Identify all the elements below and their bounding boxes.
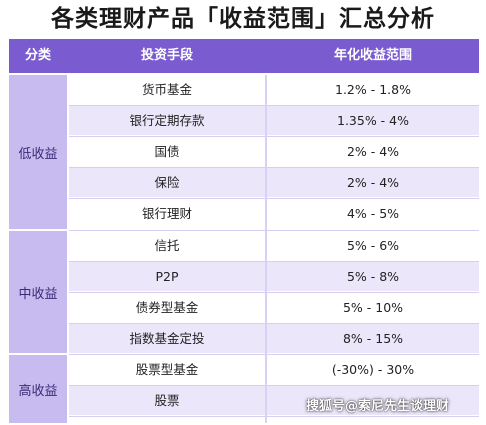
table-row: 国债 2% - 4% <box>69 137 479 166</box>
range-cell: (-30%) - 30% <box>331 362 415 377</box>
header-range: 年化收益范围 <box>333 48 412 63</box>
row-divider <box>69 354 479 355</box>
range-cell: 5% - 6% <box>346 238 400 253</box>
table-row: 股票型基金 (-30%) - 30% <box>69 355 479 384</box>
row-divider <box>69 261 479 262</box>
method-cell: 股票 <box>154 393 180 408</box>
method-cell: 银行理财 <box>141 206 192 221</box>
range-cell: 5% - 10% <box>342 300 404 315</box>
yield-table: 分类 投资手段 年化收益范围 低收益 中收益 高收益 货币基金 1.2% - 1… <box>9 39 479 423</box>
method-cell: 国债 <box>154 144 180 159</box>
page-title: 各类理财产品「收益范围」汇总分析 <box>51 6 435 32</box>
row-divider <box>69 385 479 386</box>
table-row: 货币基金 1.2% - 1.8% <box>69 75 479 104</box>
row-divider <box>69 105 479 106</box>
group-low: 低收益 <box>9 75 67 229</box>
method-cell: 债券型基金 <box>135 300 199 315</box>
method-cell: 指数基金定投 <box>129 331 205 346</box>
table-row: 股票 <box>69 386 479 415</box>
method-cell: 银行定期存款 <box>129 113 205 128</box>
table-row: 保险 2% - 4% <box>69 168 479 197</box>
row-divider <box>69 198 479 199</box>
method-cell: 保险 <box>154 175 180 190</box>
method-cell: 信托 <box>154 238 180 253</box>
header-category: 分类 <box>24 48 51 63</box>
table-row: 指数基金定投 8% - 15% <box>69 324 479 353</box>
table-header: 分类 投资手段 年化收益范围 <box>9 39 479 73</box>
group-high: 高收益 <box>9 355 67 423</box>
row-divider <box>69 323 479 324</box>
range-cell: 2% - 4% <box>346 175 400 190</box>
table-row: 银行理财 4% - 5% <box>69 199 479 228</box>
row-divider <box>69 416 479 417</box>
group-mid: 中收益 <box>9 231 67 353</box>
range-cell: 2% - 4% <box>346 144 400 159</box>
method-cell: P2P <box>155 269 179 284</box>
row-divider <box>69 292 479 293</box>
row-divider <box>69 136 479 137</box>
column-divider <box>265 75 267 423</box>
header-method: 投资手段 <box>140 48 193 63</box>
row-divider <box>69 230 479 231</box>
table-row: 银行定期存款 1.35% - 4% <box>69 106 479 135</box>
range-cell: 4% - 5% <box>346 206 400 221</box>
range-cell: 8% - 15% <box>342 331 404 346</box>
range-cell: 1.2% - 1.8% <box>335 82 411 97</box>
method-cell: 股票型基金 <box>135 362 199 377</box>
table-row: 债券型基金 5% - 10% <box>69 293 479 322</box>
table-row: P2P 5% - 8% <box>69 262 479 291</box>
method-cell: 货币基金 <box>141 82 192 97</box>
row-divider <box>69 167 479 168</box>
watermark: 搜狐号@索尼先生谈理财 <box>306 399 450 414</box>
range-cell: 1.35% - 4% <box>337 113 409 128</box>
range-cell: 5% - 8% <box>346 269 400 284</box>
table-row: 信托 5% - 6% <box>69 231 479 260</box>
